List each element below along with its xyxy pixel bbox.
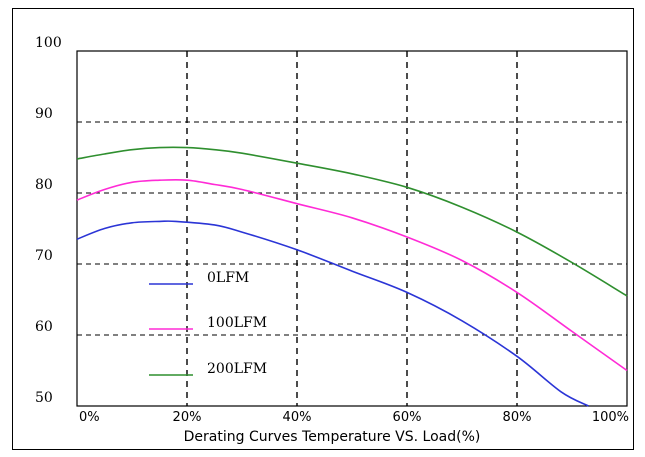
x-tick-label: 0%: [79, 410, 100, 425]
y-axis: 50 60 70 80 90 100: [35, 35, 62, 406]
legend-label: 0LFM: [207, 270, 249, 286]
x-tick-label: 100%: [592, 410, 629, 425]
y-tick-label: 100: [35, 35, 62, 51]
legend-item-0lfm: 0LFM: [149, 270, 249, 286]
legend-label: 100LFM: [207, 315, 267, 331]
legend-item-100lfm: 100LFM: [149, 315, 267, 331]
legend: 0LFM 100LFM 200LFM: [149, 270, 267, 377]
x-tick-label: 20%: [173, 410, 202, 425]
x-tick-label: 80%: [503, 410, 532, 425]
legend-item-200lfm: 200LFM: [149, 361, 267, 377]
series-line-200lfm: [76, 146, 628, 297]
x-tick-label: 60%: [393, 410, 422, 425]
series-line-100lfm: [76, 179, 628, 372]
y-tick-label: 80: [35, 177, 53, 193]
plot-area-border: [76, 50, 628, 407]
derating-chart: 50 60 70 80 90 100 0% 20% 40% 60% 80% 100% 0LFM 100…: [35, 35, 629, 445]
legend-label: 200LFM: [207, 361, 267, 377]
y-tick-label: 70: [35, 248, 53, 264]
y-tick-label: 50: [35, 390, 53, 406]
x-tick-label: 40%: [283, 410, 312, 425]
y-tick-label: 60: [35, 319, 53, 335]
x-axis-title: Derating Curves Temperature VS. Load(%): [184, 429, 481, 445]
y-tick-label: 90: [35, 106, 53, 122]
grid: [77, 51, 627, 406]
x-axis: 0% 20% 40% 60% 80% 100%: [79, 410, 629, 425]
series-line-0lfm: [76, 220, 589, 407]
series-layer: [76, 146, 628, 407]
chart-frame: 50 60 70 80 90 100 0% 20% 40% 60% 80% 100% 0LFM 100…: [12, 8, 634, 450]
